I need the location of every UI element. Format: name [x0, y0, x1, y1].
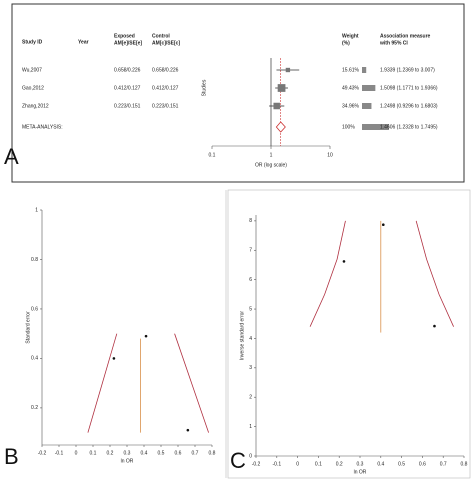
panel-label: B — [4, 444, 19, 469]
funnel-line — [415, 220, 454, 327]
assoc: 1.2498 (0.9296 to 1.6803) — [380, 103, 438, 109]
header: Weight — [342, 33, 359, 39]
x-tick-label: -0.1 — [272, 461, 281, 467]
x-tick-label: 0.2 — [107, 450, 114, 456]
weight-bar — [362, 103, 372, 109]
control: 0.658/0.226 — [152, 67, 179, 73]
x-tick-label: 1 — [270, 152, 273, 158]
study-point — [186, 428, 190, 432]
x-tick-label: 0.1 — [90, 450, 97, 456]
x-tick-label: 0.8 — [209, 450, 216, 456]
assoc: 1.9339 (1.2369 to 3.007) — [380, 67, 435, 73]
x-tick-label: -0.2 — [252, 461, 261, 467]
x-tick-label: 0 — [75, 450, 78, 456]
y-tick-label: 4 — [249, 336, 252, 342]
header: AM[e]/SE[e] — [114, 40, 142, 46]
control: 0.412/0.127 — [152, 85, 179, 91]
panel-c-frame — [227, 189, 471, 479]
y-tick-label: 2 — [249, 395, 252, 401]
y-tick-label: 8 — [249, 218, 252, 224]
x-tick-label: 0.7 — [192, 450, 199, 456]
axes — [41, 210, 212, 446]
header: Association measure — [380, 33, 431, 39]
or-box — [277, 84, 286, 92]
study-point — [381, 223, 385, 226]
header: AM[c]/SE[c] — [152, 40, 180, 46]
y-tick-label: 5 — [249, 306, 252, 312]
weight-bar — [362, 85, 376, 91]
study: META-ANALYSIS: — [22, 124, 63, 130]
y-tick-label: 0.4 — [31, 356, 38, 362]
weight-bar — [362, 124, 389, 130]
x-tick-label: 0.1 — [315, 461, 322, 467]
exposed: 0.658/0.226 — [114, 67, 141, 73]
x-tick-label: 0.4 — [141, 450, 148, 456]
header: Study ID — [22, 39, 43, 45]
exposed: 0.223/0.151 — [114, 103, 141, 109]
funnel-line — [87, 333, 118, 433]
study: Wu,2007 — [22, 67, 42, 73]
or-box — [273, 102, 280, 110]
x-tick-label: 0.4 — [377, 461, 384, 467]
assoc: 1.5098 (1.1771 to 1.9366) — [380, 85, 438, 91]
study-point — [112, 357, 116, 360]
panel-a-frame — [11, 3, 465, 183]
panel-label: A — [4, 144, 19, 169]
x-tick-label: 0.7 — [440, 461, 447, 467]
x-tick-label: 0.5 — [398, 461, 405, 467]
y-axis-title: Standard error — [25, 311, 31, 344]
y-tick-label: 3 — [249, 365, 252, 371]
weight-label: 49.43% — [342, 85, 360, 91]
or-box — [285, 67, 291, 73]
weight-label: 100% — [342, 124, 355, 130]
y-tick-label: 6 — [249, 277, 252, 283]
x-tick-label: 0.3 — [357, 461, 364, 467]
x-axis-title: ln OR — [354, 469, 367, 475]
study: Gao,2012 — [22, 85, 44, 91]
x-tick-label: -0.2 — [38, 450, 47, 456]
x-tick-label: 0.3 — [124, 450, 131, 456]
x-tick-label: 0.2 — [336, 461, 343, 467]
pooled-diamond — [275, 121, 286, 133]
x-tick-label: 0.5 — [158, 450, 165, 456]
y-tick-label: 0.8 — [31, 257, 38, 263]
x-tick-label: 10 — [327, 152, 333, 158]
x-tick-label: 0 — [296, 461, 299, 467]
axes — [255, 215, 464, 457]
header: (%) — [342, 40, 350, 46]
funnel-line — [174, 333, 209, 433]
weight-label: 34.96% — [342, 103, 360, 109]
study-point — [433, 324, 436, 328]
study: Zhang,2012 — [22, 103, 49, 109]
x-tick-label: 0.1 — [209, 152, 216, 158]
x-axis-title: ln OR — [121, 458, 134, 464]
x-axis-title: OR (log scale) — [255, 162, 287, 168]
header: with 95% CI — [379, 40, 408, 46]
header: Year — [78, 39, 89, 45]
y-tick-label: 0.2 — [31, 405, 38, 411]
panel-label: C — [230, 448, 246, 473]
header: Exposed — [114, 33, 135, 39]
control: 0.223/0.151 — [152, 103, 179, 109]
assoc: 1.4606 (1.2328 to 1.7495) — [380, 124, 438, 130]
y-axis-title: Studies — [201, 79, 207, 96]
x-tick-label: 0.8 — [461, 461, 468, 467]
y-tick-label: 0 — [249, 453, 252, 459]
header: Control — [152, 33, 170, 39]
study-point — [342, 260, 346, 263]
y-tick-label: 0.6 — [31, 306, 38, 312]
exposed: 0.412/0.127 — [114, 85, 141, 91]
x-tick-label: -0.1 — [55, 450, 64, 456]
y-tick-label: 1 — [249, 424, 252, 430]
weight-bar — [362, 67, 367, 73]
x-tick-label: 0.6 — [175, 450, 182, 456]
funnel-line — [309, 220, 346, 327]
weight-label: 15.61% — [342, 67, 360, 73]
y-axis-title: Inverse standard error — [239, 311, 245, 361]
study-point — [144, 334, 148, 338]
x-tick-label: 0.6 — [419, 461, 426, 467]
y-tick-label: 7 — [249, 248, 252, 254]
y-tick-label: 1 — [35, 207, 38, 213]
